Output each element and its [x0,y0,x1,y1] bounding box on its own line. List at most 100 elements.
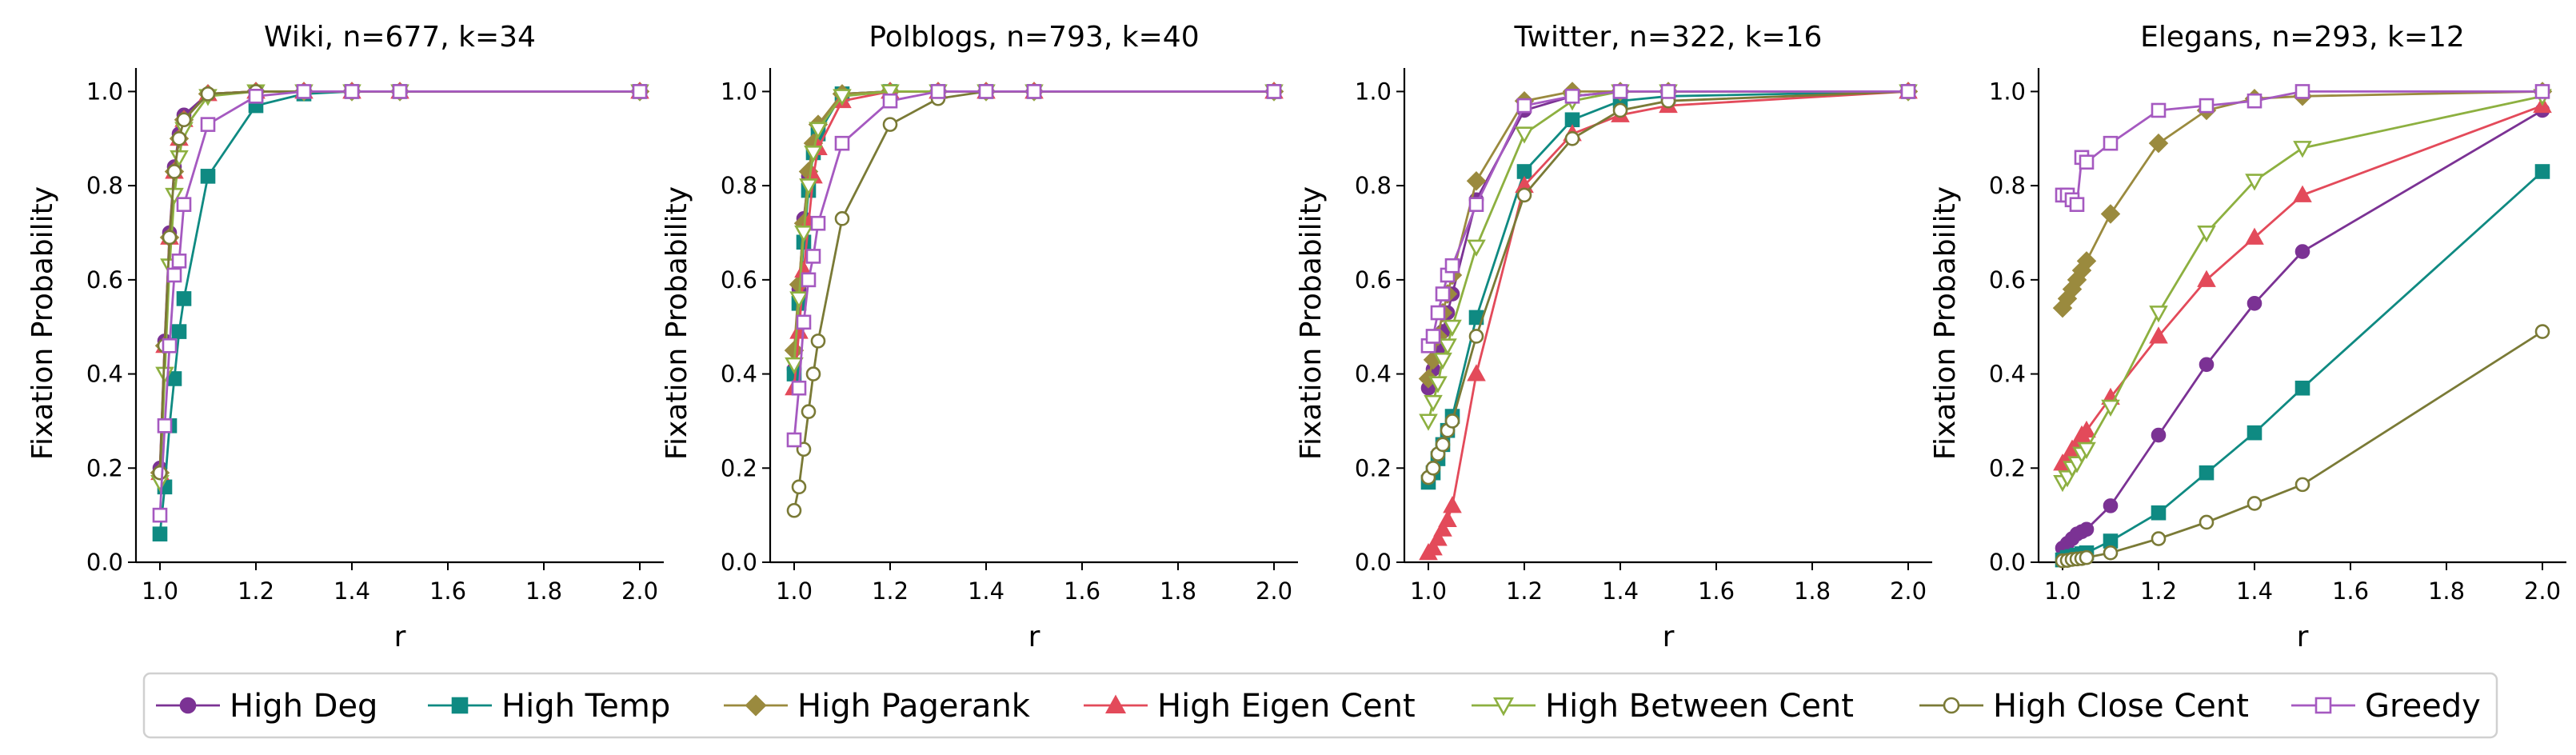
x-tick-label: 1.0 [1410,577,1447,605]
chart-title: Twitter, n=322, k=16 [1514,21,1823,54]
data-point [2247,496,2262,511]
data-point [200,169,216,184]
series-high-deg [2055,102,2550,556]
data-point [2069,197,2085,212]
data-point [1467,364,1486,381]
data-point [171,130,187,146]
series-high-between-cent [1419,84,1918,431]
data-point [1433,519,1452,537]
legend-marker-icon [1104,694,1127,713]
data-point [1444,413,1460,429]
x-axis-label: r [2297,621,2309,653]
y-axis-label: Fixation Probability [661,186,693,460]
data-point [2151,102,2167,118]
series-line [1427,90,1909,483]
data-point [1516,187,1532,203]
x-tick-label: 1.4 [1602,577,1639,605]
data-point [809,122,828,139]
series-line [1427,90,1908,389]
data-point [2247,295,2262,311]
series-high-deg [152,84,648,476]
x-tick-label: 1.4 [968,577,1004,605]
data-point [2294,477,2310,493]
x-tick-label: 1.6 [429,577,466,605]
y-tick-label: 0.4 [1355,361,1392,388]
data-point [2534,324,2550,339]
data-point [881,84,900,102]
legend-item: Greedy [2291,688,2481,725]
data-point [2103,135,2119,151]
data-point [2151,505,2167,521]
chart-title: Elegans, n=293, k=12 [2140,21,2465,54]
x-tick-label: 2.0 [1256,577,1292,605]
data-point [1612,102,1628,118]
legend-marker-icon [451,697,469,714]
y-tick-label: 0.0 [1355,549,1392,576]
data-point [786,432,802,448]
y-axis-label: Fixation Probability [1929,186,1962,460]
data-point [2534,84,2550,99]
series-line [158,90,640,534]
series-line [1428,90,1909,554]
data-point [2077,441,2096,460]
y-tick-label: 1.0 [1355,78,1392,105]
y-tick-label: 0.6 [1989,266,2026,294]
series-greedy [152,84,648,523]
data-point [882,117,898,132]
y-tick-label: 0.8 [1355,172,1392,199]
x-tick-label: 1.8 [2428,577,2465,605]
y-tick-label: 0.4 [1989,361,2026,388]
series-line [793,90,1274,389]
data-point [2151,531,2167,546]
data-point [978,84,994,99]
data-point [1467,239,1486,257]
data-point [1424,538,1443,556]
y-tick-label: 0.6 [721,266,757,294]
data-point [834,211,850,226]
series-high-pagerank [784,82,1284,361]
data-point [2151,427,2167,443]
y-tick-label: 0.0 [86,549,123,576]
data-point [930,84,946,99]
x-tick-label: 1.0 [776,577,813,605]
data-point [2534,164,2550,179]
series-line [158,90,640,516]
x-tick-label: 1.2 [2140,577,2177,605]
series-high-temp [152,84,648,541]
data-point [1433,352,1452,370]
data-point [1444,258,1460,274]
series-high-pagerank [1418,82,1919,389]
data-point [632,84,648,99]
data-point [1026,84,1042,99]
y-tick-label: 0.2 [1355,454,1392,481]
x-tick-label: 1.8 [525,577,562,605]
data-point [786,502,802,518]
data-point [789,291,809,309]
data-point [2247,93,2262,109]
data-point [2079,521,2095,537]
data-point [2079,154,2095,170]
x-tick-label: 2.0 [1890,577,1927,605]
data-point [1428,529,1448,546]
chart-panel: Elegans, n=293, k=12 0.0 0.2 0.4 0.6 0.8 1.0 1.… [1929,21,2566,653]
x-axis-label: r [1663,621,1675,653]
data-point [1564,89,1580,104]
data-point [157,418,173,433]
legend-item: High Between Cent [1472,688,1854,725]
y-tick-label: 0.0 [721,549,757,576]
data-point [296,84,312,99]
series-high-eigen-cent [785,82,1284,396]
legend-label: High Close Cent [1993,688,2249,725]
series-high-close-cent [152,84,648,481]
series-line [158,90,640,482]
data-point [176,291,192,306]
data-point [2076,251,2097,271]
data-point [805,366,821,381]
series-high-pagerank [150,82,650,483]
legend-marker-icon [179,697,197,714]
data-point [1468,197,1484,212]
legend-label: High Between Cent [1545,688,1854,725]
y-tick-label: 0.2 [721,454,757,481]
data-point [152,526,168,541]
x-tick-label: 1.6 [2332,577,2369,605]
